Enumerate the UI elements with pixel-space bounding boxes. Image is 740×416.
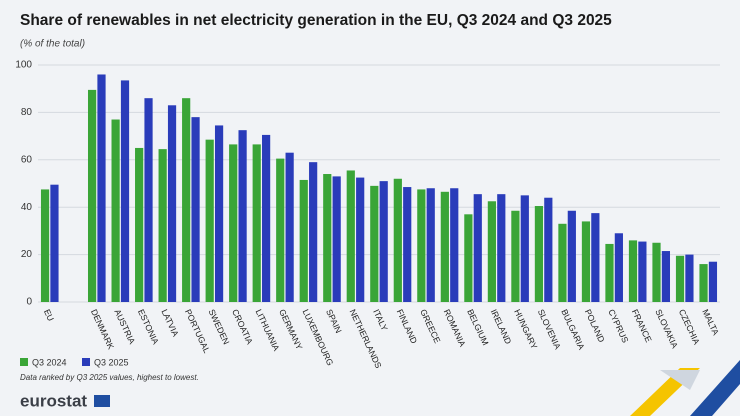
bar: [120, 80, 130, 302]
bar: [675, 255, 685, 302]
y-tick-label: 60: [21, 154, 33, 165]
bar: [111, 119, 120, 302]
bar: [497, 194, 506, 302]
bar: [464, 214, 473, 302]
bar: [534, 206, 544, 302]
y-tick-label: 100: [15, 60, 32, 71]
bar: [628, 240, 638, 302]
bar: [440, 191, 449, 302]
bar: [699, 264, 708, 302]
bar: [214, 125, 224, 302]
bar: [652, 242, 661, 302]
bar: [544, 197, 553, 302]
bar: [252, 144, 261, 302]
bar: [332, 176, 341, 302]
bar: [262, 134, 271, 302]
bar: [661, 251, 671, 302]
note: Data ranked by Q3 2025 values, highest t…: [20, 373, 199, 382]
bar: [50, 184, 59, 302]
bar: [473, 194, 482, 302]
bar: [487, 201, 496, 302]
bar: [403, 187, 412, 302]
logo: eurostat: [20, 391, 87, 410]
bar: [346, 170, 355, 302]
bar: [558, 223, 567, 302]
bar: [591, 213, 600, 302]
eu-flag: [94, 395, 110, 407]
bar: [238, 130, 247, 302]
legend-swatch: [82, 358, 90, 366]
bar: [393, 178, 402, 302]
bar: [708, 261, 718, 302]
x-tick-label: EU: [42, 308, 56, 323]
decoration: [690, 360, 740, 416]
bar: [638, 241, 647, 302]
bar: [581, 221, 591, 302]
y-tick-label: 80: [21, 107, 33, 118]
bar: [685, 254, 694, 302]
bar: [97, 74, 106, 302]
bar: [370, 185, 379, 302]
bar: [417, 189, 426, 302]
bar: [40, 189, 50, 302]
bar: [167, 105, 177, 302]
bar: [323, 174, 332, 302]
bar: [299, 179, 308, 302]
bar: [182, 98, 191, 303]
bar: [309, 162, 318, 302]
legend-label: Q3 2025: [94, 357, 129, 367]
legend-label: Q3 2024: [32, 357, 67, 367]
bar: [285, 152, 294, 302]
bar: [426, 188, 435, 302]
bar: [87, 89, 97, 302]
bar: [450, 188, 459, 302]
bar: [614, 233, 623, 302]
y-tick-label: 20: [21, 249, 33, 260]
bar: [356, 177, 365, 302]
bar: [229, 144, 238, 302]
bar: [520, 195, 529, 302]
bar: [158, 149, 167, 302]
bar: [379, 181, 388, 302]
legend-swatch: [20, 358, 28, 366]
bar: [276, 158, 285, 302]
bar: [144, 98, 153, 303]
bar: [511, 210, 520, 302]
bar: [135, 147, 144, 302]
chart-subtitle: (% of the total): [20, 39, 85, 50]
decoration: [660, 370, 700, 390]
y-tick-label: 40: [21, 202, 33, 213]
y-tick-label: 0: [26, 297, 32, 308]
bar: [605, 243, 614, 302]
bar: [191, 117, 200, 302]
bar: [205, 139, 214, 302]
chart-title: Share of renewables in net electricity g…: [20, 12, 612, 29]
bar: [567, 210, 576, 302]
